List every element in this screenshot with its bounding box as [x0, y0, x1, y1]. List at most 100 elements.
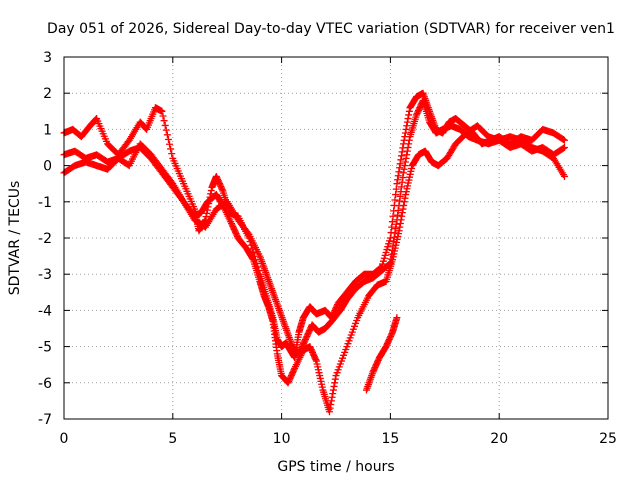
- data-point: [396, 220, 404, 228]
- data-point: [329, 390, 337, 398]
- y-tick-label: -4: [38, 303, 52, 319]
- data-point: [326, 404, 334, 412]
- data-point: [405, 140, 413, 148]
- data-point: [405, 107, 413, 115]
- data-point: [312, 356, 320, 364]
- y-tick-label: -6: [38, 376, 52, 392]
- series-track-3: [60, 122, 568, 416]
- y-tick-labels: 3 2 1 0 -1 -2 -3 -4 -5 -6 -7: [38, 50, 52, 428]
- data-point: [142, 125, 150, 133]
- data-point: [394, 211, 402, 219]
- data-point: [163, 131, 171, 139]
- data-point: [164, 136, 172, 144]
- data-point: [203, 209, 211, 217]
- data-point: [244, 229, 252, 237]
- y-tick-label: 1: [43, 122, 52, 138]
- data-point: [166, 140, 174, 148]
- data-point: [160, 117, 168, 125]
- data-point: [159, 112, 167, 120]
- data-point: [392, 191, 400, 199]
- x-tick-label: 25: [599, 431, 617, 447]
- data-point: [559, 136, 567, 144]
- data-point: [158, 107, 166, 115]
- data-point: [402, 125, 410, 133]
- data-point: [391, 196, 399, 204]
- y-tick-label: -7: [38, 412, 52, 428]
- data-point: [396, 160, 404, 168]
- data-point: [396, 164, 404, 172]
- data-point: [400, 198, 408, 206]
- y-tick-label: -1: [38, 195, 52, 211]
- data-point: [401, 162, 409, 170]
- data-point: [398, 178, 406, 186]
- data-point: [327, 397, 335, 405]
- data-point: [328, 393, 336, 401]
- data-point: [202, 213, 210, 221]
- data-point: [560, 144, 568, 151]
- data-point: [398, 209, 406, 217]
- data-point: [397, 152, 405, 160]
- data-point: [162, 126, 170, 134]
- data-point: [391, 229, 399, 237]
- data-point: [218, 185, 226, 193]
- data-point: [388, 218, 396, 226]
- data-point: [393, 314, 401, 322]
- y-tick-label: 3: [43, 50, 52, 66]
- y-tick-label: -3: [38, 267, 52, 283]
- plot-series: [60, 89, 568, 416]
- data-point: [398, 148, 406, 156]
- x-tick-label: 5: [168, 431, 177, 447]
- data-point: [392, 185, 400, 193]
- data-point: [560, 172, 568, 180]
- data-point: [389, 212, 397, 220]
- y-axis-label: SDTVAR / TECUs: [7, 181, 23, 296]
- data-point: [399, 174, 407, 182]
- data-point: [331, 379, 339, 387]
- data-point: [327, 401, 335, 409]
- grid-lines: [63, 56, 609, 420]
- data-point: [398, 212, 406, 220]
- data-point: [207, 187, 215, 195]
- data-point: [397, 216, 405, 224]
- data-point: [402, 154, 410, 162]
- data-point: [394, 176, 402, 184]
- data-point: [395, 227, 403, 235]
- data-point: [401, 158, 409, 166]
- chart-title: Day 051 of 2026, Sidereal Day-to-day VTE…: [47, 21, 615, 37]
- data-point: [559, 144, 567, 152]
- x-tick-labels: 0 5 10 15 20 25: [60, 431, 617, 447]
- data-point: [403, 147, 411, 155]
- data-point: [403, 151, 411, 159]
- data-point: [399, 205, 407, 213]
- data-point: [388, 223, 396, 231]
- data-point: [405, 111, 413, 119]
- data-point: [396, 192, 404, 200]
- data-point: [325, 408, 333, 416]
- y-tick-label: -2: [38, 231, 52, 247]
- data-point: [396, 197, 404, 205]
- plot-frame: [63, 56, 609, 420]
- data-point: [396, 223, 404, 231]
- data-point: [386, 234, 394, 242]
- x-tick-label: 20: [490, 431, 508, 447]
- series-track-4: [362, 314, 401, 394]
- x-tick-label: 10: [273, 431, 291, 447]
- data-point: [394, 172, 402, 180]
- y-tick-label: -5: [38, 340, 52, 356]
- data-point: [404, 115, 412, 123]
- data-point: [331, 375, 339, 383]
- y-tick-label: 2: [43, 86, 52, 102]
- data-point: [329, 386, 337, 394]
- y-tick-label: 0: [43, 159, 52, 175]
- data-point: [393, 180, 401, 188]
- data-point: [290, 366, 298, 374]
- data-point: [249, 255, 257, 263]
- data-point: [397, 183, 405, 191]
- data-point: [405, 136, 413, 144]
- data-point: [401, 194, 409, 202]
- data-point: [394, 206, 402, 214]
- data-point: [560, 136, 568, 144]
- x-tick-label: 0: [60, 431, 69, 447]
- data-point: [167, 145, 175, 153]
